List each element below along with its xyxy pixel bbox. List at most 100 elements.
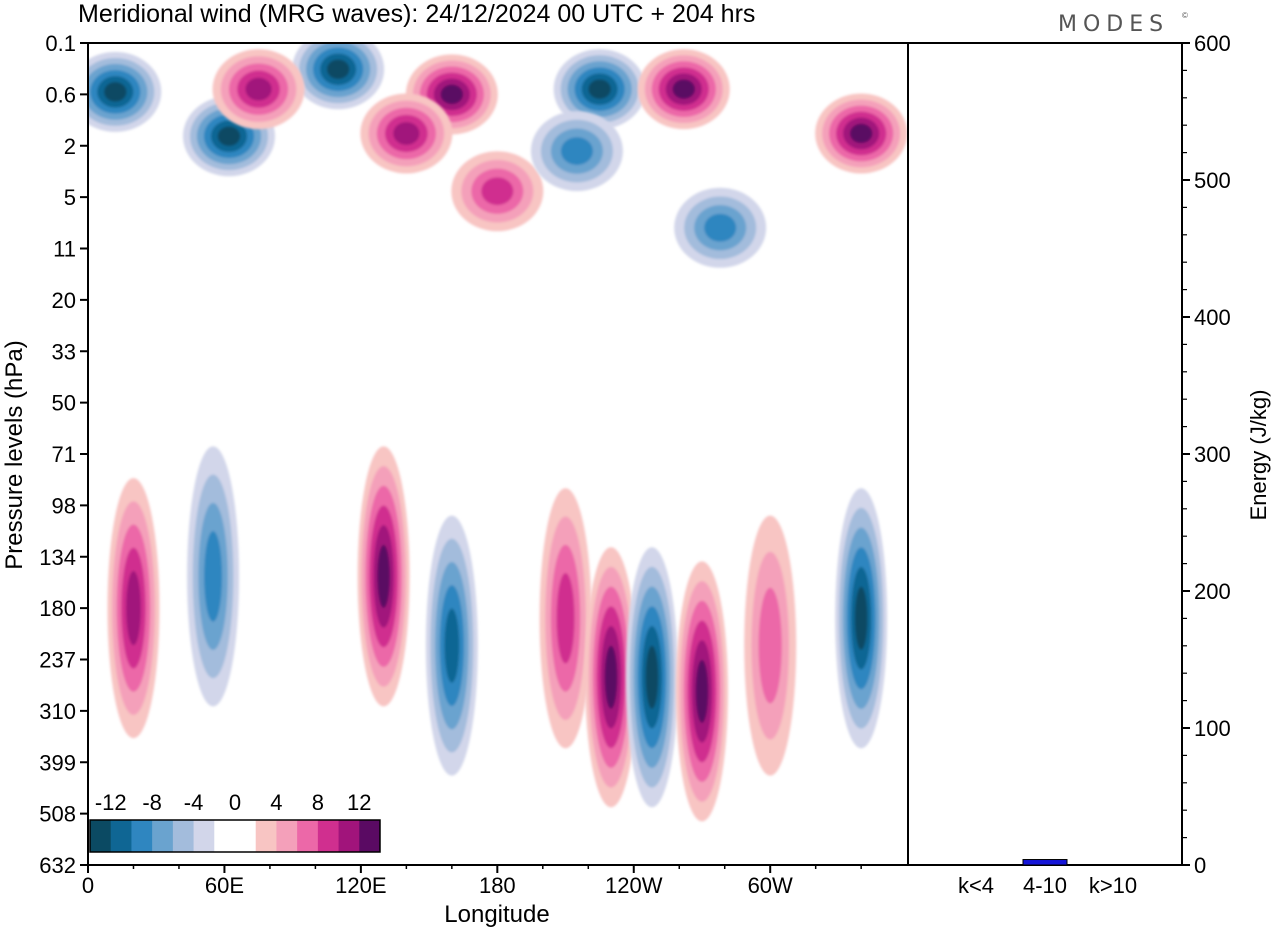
negative-wind-cell xyxy=(530,111,623,192)
energy-bar xyxy=(1090,864,1136,866)
y-tick-label: 0.1 xyxy=(45,31,76,56)
colorbar-swatch xyxy=(359,820,381,852)
wavenumber-label: k<4 xyxy=(958,873,994,898)
y-tick-label: 5 xyxy=(64,185,76,210)
colorbar-label: -4 xyxy=(184,790,204,815)
contour-band xyxy=(645,645,659,709)
positive-wind-cell xyxy=(744,515,797,776)
colorbar-label: -12 xyxy=(95,790,127,815)
x-tick-label: 0 xyxy=(82,873,94,898)
contour-band xyxy=(126,571,141,646)
y-tick-label: 20 xyxy=(52,288,76,313)
x-tick-label: 120W xyxy=(605,873,663,898)
contour-band xyxy=(440,84,464,105)
contour-band xyxy=(326,59,350,79)
energy-axis-label: Energy (J/kg) xyxy=(1246,390,1271,521)
pressure-axis: 0.1 0.6 2 5 11 20 33 50 71 98 134 180 237 310 399 508 63… xyxy=(39,31,88,878)
colorbar-swatch xyxy=(235,820,257,852)
energy-tick-label: 300 xyxy=(1194,442,1231,467)
colorbar-label: 0 xyxy=(229,790,241,815)
y-tick-label: 399 xyxy=(39,750,76,775)
contour-band xyxy=(758,587,782,704)
positive-wind-cell xyxy=(212,49,305,130)
heatmap-contours xyxy=(88,43,908,822)
negative-wind-cell xyxy=(88,51,162,132)
colorbar-swatch xyxy=(297,820,319,852)
contour-band xyxy=(444,608,460,683)
y-axis-label: Pressure levels (hPa) xyxy=(1,340,28,569)
contour-band xyxy=(245,77,272,101)
colorbar-swatch xyxy=(338,820,360,852)
longitude-axis: 0 60E 120E 180 120W 60W xyxy=(82,865,862,898)
contour-band xyxy=(104,82,127,102)
energy-tick-label: 500 xyxy=(1194,168,1231,193)
energy-tick-label: 100 xyxy=(1194,716,1231,741)
contour-band xyxy=(672,79,695,99)
contour-band xyxy=(854,586,868,650)
x-tick-label: 60E xyxy=(205,873,244,898)
y-tick-label: 0.6 xyxy=(45,82,76,107)
negative-wind-cell xyxy=(292,43,385,110)
colorbar-frame xyxy=(89,819,381,853)
colorbar-swatch xyxy=(152,820,174,852)
y-tick-label: 98 xyxy=(52,493,76,518)
chart-title: Meridional wind (MRG waves): 24/12/2024 … xyxy=(78,0,755,28)
negative-wind-cell xyxy=(625,547,678,808)
y-tick-label: 134 xyxy=(39,545,76,570)
positive-wind-cell xyxy=(539,488,592,749)
colorbar-swatch xyxy=(172,820,195,852)
contour-band xyxy=(588,79,611,99)
y-tick-label: 632 xyxy=(39,853,76,878)
y-tick-label: 50 xyxy=(52,391,76,416)
positive-wind-cell xyxy=(637,49,730,130)
negative-wind-cell xyxy=(553,49,646,130)
positive-wind-cell xyxy=(107,478,160,739)
colorbar-swatch xyxy=(214,820,236,852)
contour-band xyxy=(604,645,618,709)
x-axis-label: Longitude xyxy=(444,901,549,928)
y-tick-label: 508 xyxy=(39,802,76,827)
y-tick-label: 180 xyxy=(39,596,76,621)
energy-axis: 0 100 200 300 400 500 600 xyxy=(1182,31,1231,878)
energy-bars xyxy=(953,859,1136,866)
positive-wind-cell xyxy=(675,561,728,822)
modes-logo: MODES xyxy=(1058,12,1169,37)
energy-tick-label: 0 xyxy=(1194,853,1206,878)
copyright-mark: © xyxy=(1182,11,1188,20)
negative-wind-cell xyxy=(187,446,240,707)
contour-band xyxy=(704,213,737,242)
contour-band xyxy=(481,177,514,206)
colorbar-label: 4 xyxy=(270,790,282,815)
wavenumber-label: k>10 xyxy=(1089,873,1137,898)
colorbar-swatch xyxy=(317,820,340,852)
x-tick-label: 120E xyxy=(335,873,386,898)
contour-band xyxy=(217,126,241,146)
colorbar-label: 8 xyxy=(312,790,324,815)
energy-bar xyxy=(953,864,999,866)
y-tick-label: 310 xyxy=(39,699,76,724)
colorbar-swatch xyxy=(255,820,277,852)
y-tick-label: 11 xyxy=(53,237,76,262)
positive-wind-cell xyxy=(451,151,544,232)
contour-band xyxy=(560,137,593,165)
y-tick-label: 33 xyxy=(52,339,76,364)
colorbar-swatch xyxy=(276,820,298,852)
colorbar: -12 -8 -4 0 4 8 12 xyxy=(89,790,381,853)
energy-tick-label: 200 xyxy=(1194,579,1231,604)
colorbar-swatch xyxy=(131,820,153,852)
y-tick-label: 237 xyxy=(39,648,76,673)
energy-panel xyxy=(908,43,1182,865)
negative-wind-cell xyxy=(425,515,478,776)
colorbar-swatch xyxy=(90,820,112,852)
energy-tick-label: 600 xyxy=(1194,31,1231,56)
negative-wind-cell xyxy=(674,187,767,268)
contour-band xyxy=(377,544,390,608)
contour-band xyxy=(556,573,575,664)
positive-wind-cell xyxy=(585,547,638,808)
wavenumber-axis: k<4 4-10 k>10 xyxy=(958,873,1137,898)
colorbar-label: -8 xyxy=(142,790,162,815)
contour-band xyxy=(849,123,873,144)
y-tick-label: 2 xyxy=(64,134,76,159)
wavenumber-label: 4-10 xyxy=(1023,873,1067,898)
contour-band xyxy=(393,122,420,145)
